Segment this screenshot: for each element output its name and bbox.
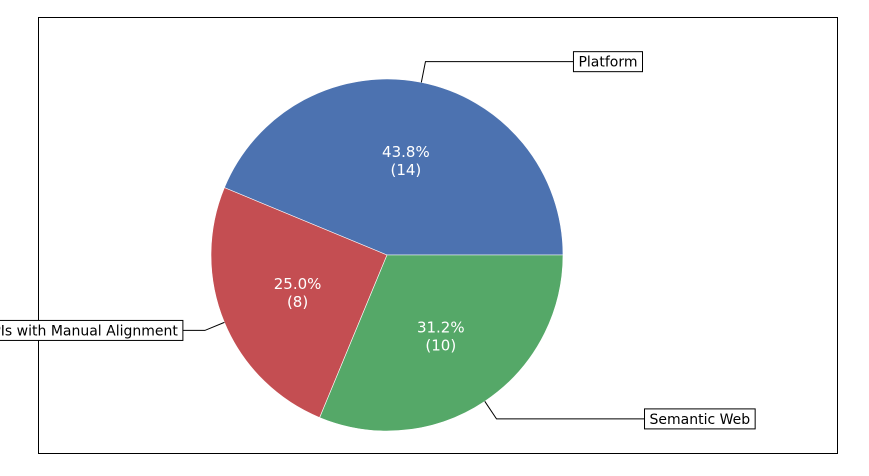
count-label-semantic-web: (10)	[425, 336, 456, 354]
callout-box-platform	[572, 51, 644, 73]
callout-labels: Platform APIs with Manual Alignment Semant…	[0, 51, 756, 430]
callout-box-semantic-web	[644, 408, 756, 430]
leader-lines	[182, 61, 645, 420]
leader-line-semantic-web	[484, 401, 645, 420]
percent-label-semantic-web: 31.2%	[417, 318, 465, 336]
leader-line-platform	[420, 61, 574, 83]
callout-box-apis-with-manual-alignment	[0, 319, 184, 341]
percent-label-apis-with-manual-alignment: 25.0%	[274, 275, 322, 293]
count-label-platform: (14)	[390, 161, 421, 179]
count-label-apis-with-manual-alignment: (8)	[287, 293, 308, 311]
callout-label-apis-with-manual-alignment: APIs with Manual Alignment	[0, 323, 178, 339]
percent-label-platform: 43.8%	[382, 143, 430, 161]
percent-labels: 43.8%(14) 25.0%(8) 31.2%(10)	[274, 143, 465, 354]
leader-line-apis-with-manual-alignment	[182, 321, 225, 331]
callout-label-platform: Platform	[578, 55, 637, 71]
callout-label-semantic-web: Semantic Web	[650, 412, 751, 428]
pie-slices	[210, 78, 564, 432]
